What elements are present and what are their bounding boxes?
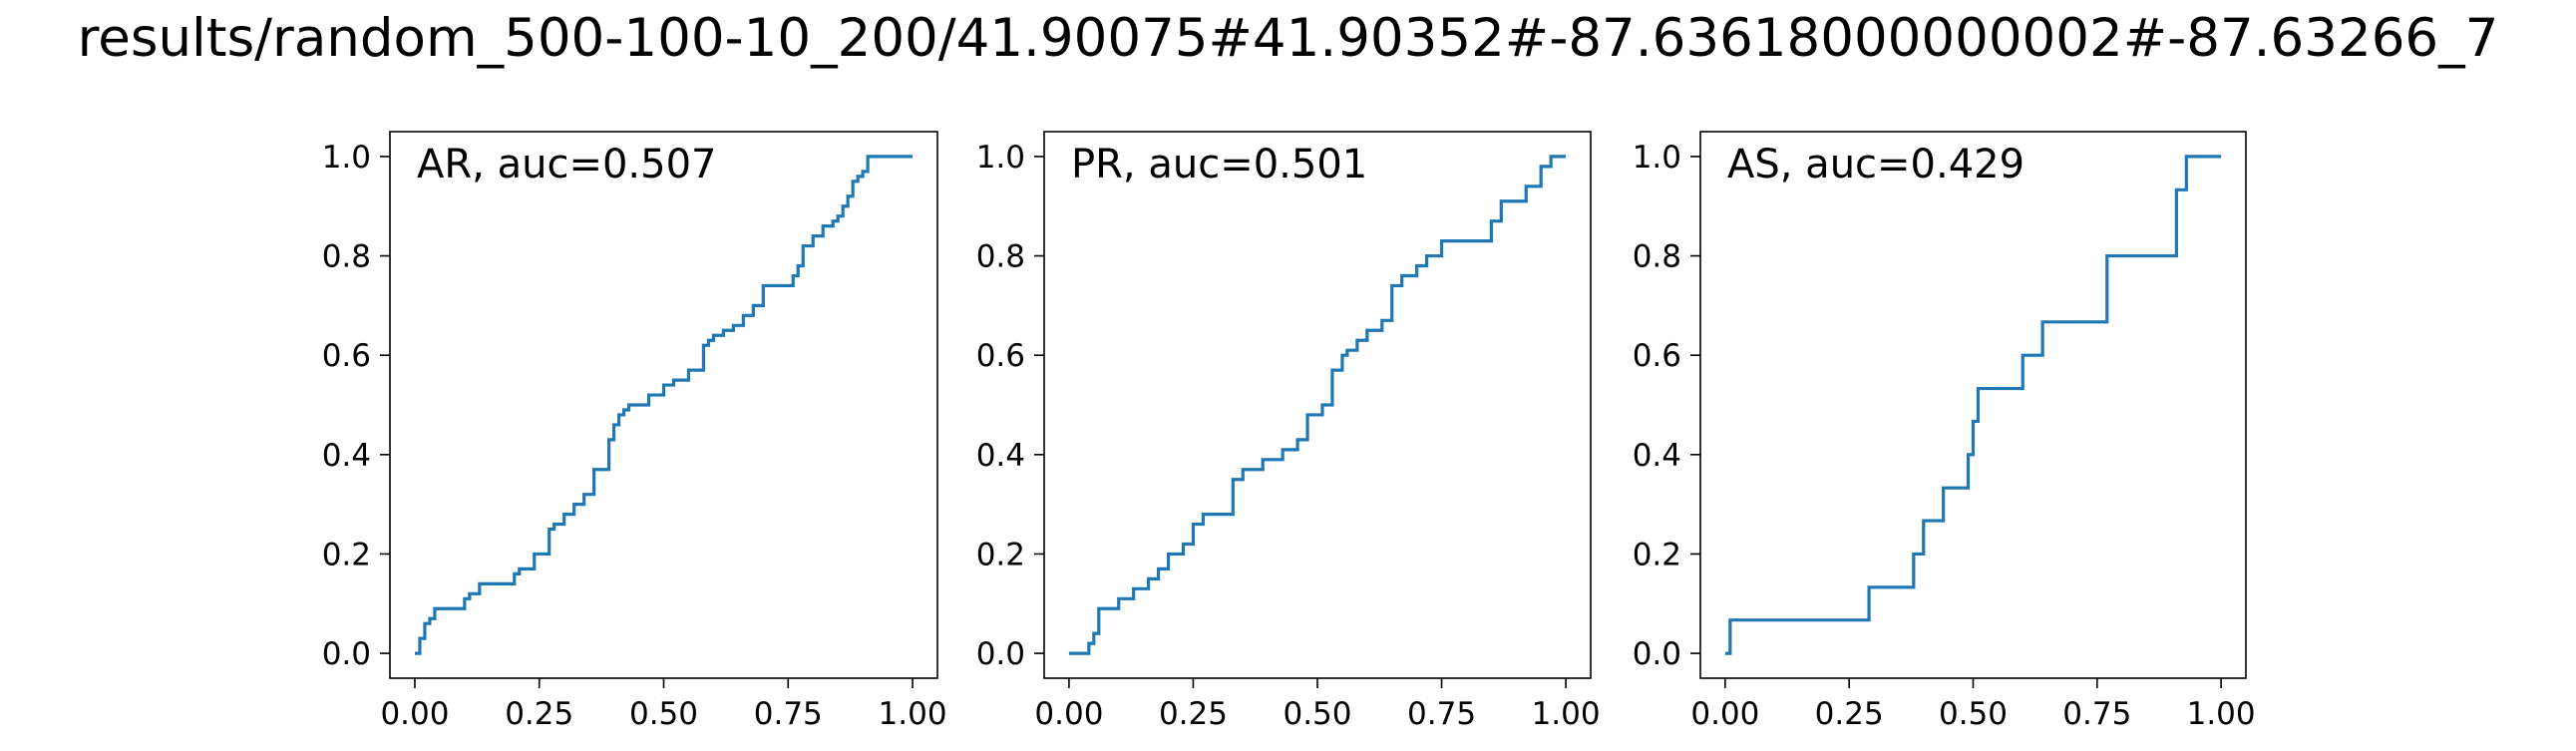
panel-title-pr: PR, auc=0.501 xyxy=(1071,142,1367,188)
panel-title-ar: AR, auc=0.507 xyxy=(417,142,716,188)
panel-title-as: AS, auc=0.429 xyxy=(1727,142,2024,188)
y-tick-label-as: 0.2 xyxy=(1633,537,1681,572)
y-tick-label-as: 0.6 xyxy=(1633,338,1681,374)
y-tick-label-pr: 0.6 xyxy=(976,338,1025,374)
x-tick-label-pr: 0.00 xyxy=(1034,696,1103,732)
panel-pr: 0.00 0.25 0.50 0.75 1.00 0.0 0.2 0.4 0.6 0.8 1.0 PR… xyxy=(976,131,1601,732)
y-tick-label-as: 0.4 xyxy=(1633,438,1681,474)
y-tick-label-pr: 0.0 xyxy=(976,636,1025,672)
axes-frame-as xyxy=(1699,131,2247,679)
y-tick-label-ar: 0.8 xyxy=(322,239,371,275)
x-tick-label-pr: 0.25 xyxy=(1159,696,1228,732)
x-tick-label-as: 0.75 xyxy=(2062,696,2131,732)
series-line-as xyxy=(1724,155,2222,655)
series-line-pr xyxy=(1068,155,1567,655)
x-tick-label-pr: 0.75 xyxy=(1407,696,1476,732)
y-tick-label-ar: 0.0 xyxy=(322,636,371,672)
y-tick-label-pr: 1.0 xyxy=(976,140,1025,176)
y-tick-label-ar: 0.6 xyxy=(322,338,371,374)
y-tick-label-pr: 0.4 xyxy=(976,438,1025,474)
x-tick-label-ar: 0.50 xyxy=(629,696,698,732)
x-tick-label-as: 0.50 xyxy=(1939,696,2008,732)
y-tick-label-ar: 0.2 xyxy=(322,537,371,572)
figure-title: results/random_500-100-10_200/41.90075#4… xyxy=(77,8,2499,69)
x-tick-label-as: 0.25 xyxy=(1815,696,1884,732)
y-tick-label-ar: 1.0 xyxy=(322,140,371,176)
y-tick-label-pr: 0.2 xyxy=(976,537,1025,572)
x-tick-label-as: 1.00 xyxy=(2187,696,2256,732)
x-tick-label-pr: 1.00 xyxy=(1532,696,1601,732)
y-tick-label-as: 1.0 xyxy=(1633,140,1681,176)
series-line-ar xyxy=(414,155,914,655)
x-tick-label-ar: 1.00 xyxy=(879,696,947,732)
x-tick-label-ar: 0.75 xyxy=(754,696,823,732)
x-tick-label-pr: 0.50 xyxy=(1283,696,1351,732)
y-tick-label-as: 0.0 xyxy=(1633,636,1681,672)
panel-ar: 0.00 0.25 0.50 0.75 1.00 0.0 0.2 0.4 0.6 0.8 1.0 AR… xyxy=(322,131,947,732)
axes-frame-ar xyxy=(389,131,938,679)
x-tick-label-as: 0.00 xyxy=(1690,696,1759,732)
y-tick-label-pr: 0.8 xyxy=(976,239,1025,275)
y-tick-label-as: 0.8 xyxy=(1633,239,1681,275)
x-tick-label-ar: 0.25 xyxy=(505,696,573,732)
x-tick-label-ar: 0.00 xyxy=(380,696,449,732)
y-tick-label-ar: 0.4 xyxy=(322,438,371,474)
panel-as: 0.00 0.25 0.50 0.75 1.00 0.0 0.2 0.4 0.6 0.8 1.0 AS… xyxy=(1633,131,2256,732)
axes-frame-pr xyxy=(1043,131,1592,679)
